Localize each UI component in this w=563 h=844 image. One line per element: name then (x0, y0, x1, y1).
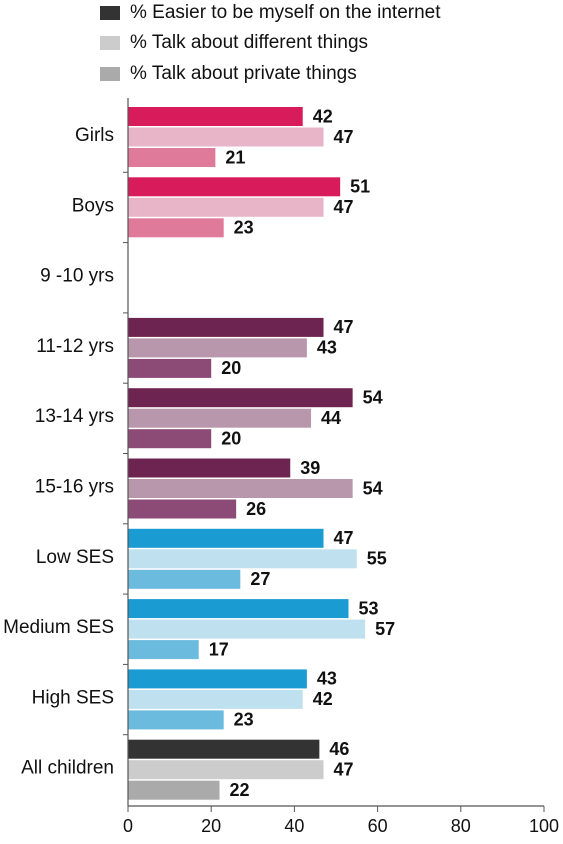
category-label-15-16-yrs: 15-16 yrs (35, 477, 114, 498)
bar-boys-private (128, 218, 224, 238)
bar-all-children-easier (128, 739, 320, 759)
data-label-11-12-yrs-different: 43 (317, 338, 337, 358)
legend-swatch-private (100, 67, 120, 81)
legend-label-private: % Talk about private things (130, 63, 357, 84)
data-label-low-ses-easier: 47 (334, 528, 354, 548)
bar-15-16-yrs-private (128, 499, 237, 519)
category-label-boys: Boys (72, 195, 114, 216)
data-label-boys-private: 23 (234, 218, 254, 238)
data-label-all-children-easier: 46 (329, 739, 349, 759)
data-label-medium-ses-different: 57 (375, 619, 395, 639)
data-label-medium-ses-private: 17 (209, 639, 229, 659)
data-label-girls-private: 21 (225, 147, 245, 167)
bar-high-ses-different (128, 689, 303, 709)
category-label-girls: Girls (75, 125, 114, 146)
category-label-all-children: All children (21, 758, 114, 779)
category-label-low-ses: Low SES (36, 547, 114, 568)
data-label-boys-easier: 51 (350, 177, 370, 197)
data-label-11-12-yrs-private: 20 (221, 358, 241, 378)
bar-all-children-different (128, 760, 324, 780)
data-label-girls-different: 47 (334, 127, 354, 147)
x-tick-label-80: 80 (451, 816, 471, 836)
legend-label-easier: % Easier to be myself on the internet (130, 2, 441, 23)
bar-medium-ses-different (128, 619, 366, 639)
bar-girls-private (128, 148, 216, 167)
bar-11-12-yrs-private (128, 358, 212, 378)
bar-low-ses-easier (128, 528, 324, 548)
bar-medium-ses-private (128, 640, 199, 660)
data-label-high-ses-different: 42 (313, 689, 333, 709)
legend-item-different: % Talk about different things (100, 32, 369, 53)
data-label-15-16-yrs-different: 54 (363, 478, 383, 498)
legend-swatch-easier (100, 6, 120, 20)
bar-boys-easier (128, 177, 341, 197)
data-label-13-14-yrs-easier: 54 (363, 387, 383, 407)
data-label-high-ses-private: 23 (234, 710, 254, 730)
bar-girls-easier (128, 107, 303, 126)
category-label-9-10-yrs: 9 -10 yrs (40, 266, 114, 287)
bar-low-ses-private (128, 569, 241, 589)
x-tick-label-20: 20 (201, 816, 221, 836)
category-label-11-12-yrs: 11-12 yrs (36, 336, 114, 357)
bar-15-16-yrs-different (128, 479, 353, 498)
legend-label-different: % Talk about different things (130, 32, 369, 53)
legend-item-easier: % Easier to be myself on the internet (100, 2, 441, 23)
data-label-11-12-yrs-easier: 47 (334, 317, 354, 337)
legend-swatch-different (100, 36, 120, 50)
bar-13-14-yrs-different (128, 408, 312, 428)
bar-11-12-yrs-different (128, 338, 307, 358)
bar-all-children-private (128, 780, 220, 800)
data-label-all-children-different: 47 (334, 759, 354, 779)
data-label-low-ses-different: 55 (367, 549, 387, 569)
bar-11-12-yrs-easier (128, 317, 324, 337)
bar-boys-different (128, 197, 324, 217)
bar-13-14-yrs-easier (128, 388, 353, 408)
x-tick-label-100: 100 (529, 816, 559, 836)
data-label-medium-ses-easier: 53 (358, 598, 378, 618)
bar-low-ses-different (128, 549, 357, 569)
data-label-all-children-private: 22 (230, 780, 250, 800)
data-label-high-ses-easier: 43 (317, 669, 337, 689)
data-label-boys-different: 47 (334, 197, 354, 217)
bar-medium-ses-easier (128, 599, 349, 619)
category-label-medium-ses: Medium SES (3, 617, 114, 638)
category-label-13-14-yrs: 13-14 yrs (35, 406, 114, 427)
data-label-low-ses-private: 27 (250, 569, 270, 589)
data-label-15-16-yrs-easier: 39 (300, 458, 320, 478)
data-label-15-16-yrs-private: 26 (246, 499, 266, 519)
x-tick-label-60: 60 (368, 816, 388, 836)
data-label-girls-easier: 42 (313, 106, 333, 126)
data-label-13-14-yrs-private: 20 (221, 428, 241, 448)
bar-high-ses-easier (128, 669, 307, 689)
bar-15-16-yrs-easier (128, 458, 291, 478)
x-tick-label-0: 0 (123, 816, 133, 836)
bar-high-ses-private (128, 710, 224, 730)
category-label-high-ses: High SES (32, 687, 114, 708)
x-tick-label-40: 40 (284, 816, 304, 836)
data-label-13-14-yrs-different: 44 (321, 408, 341, 428)
bar-13-14-yrs-private (128, 429, 212, 449)
bar-girls-different (128, 127, 324, 147)
legend-item-private: % Talk about private things (100, 63, 357, 84)
